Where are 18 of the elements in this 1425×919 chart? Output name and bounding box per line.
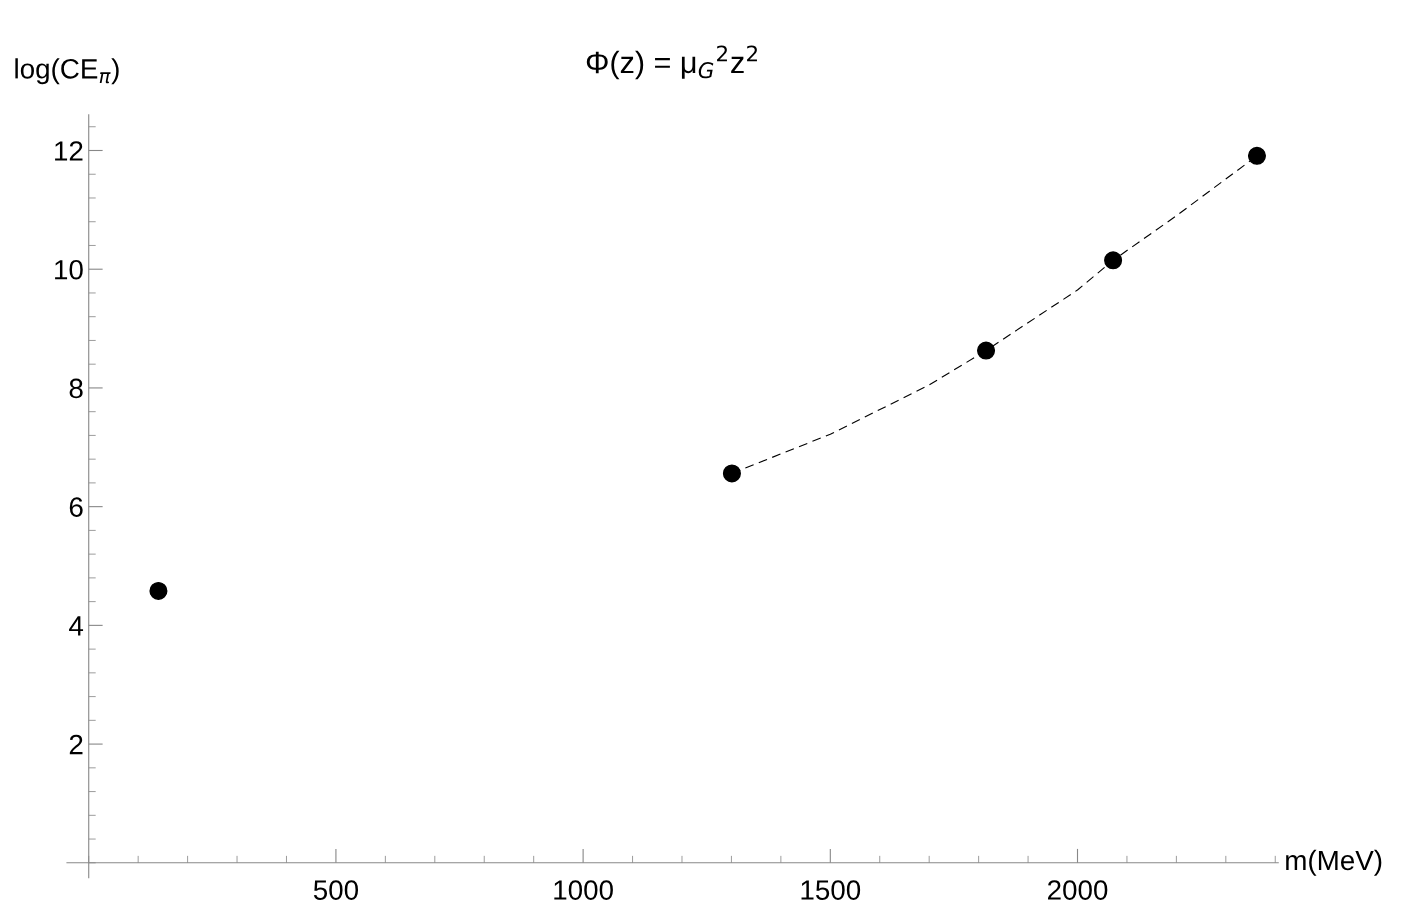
point — [977, 341, 996, 360]
point — [1104, 251, 1123, 270]
x-tick-label: 1500 — [801, 880, 861, 900]
y-tick-label: 8 — [69, 378, 83, 399]
x-tick-label: 500 — [313, 880, 359, 900]
chart-title: Φ(z) = μ$_{G}$$^{2}$z$^{2}$ — [586, 45, 757, 80]
y-tick-label: 6 — [69, 497, 83, 517]
y-tick-label: 10 — [55, 259, 83, 280]
y-axis-title: log(CE$_{π}$) — [15, 58, 119, 85]
point — [1247, 146, 1266, 165]
y-tick-label: 2 — [69, 734, 83, 755]
y-tick-label: 4 — [69, 616, 84, 636]
point — [149, 581, 168, 600]
x-axis-title: m(MeV) — [1286, 849, 1382, 876]
point — [722, 464, 741, 483]
x-tick-label: 1000 — [554, 880, 613, 900]
x-tick-label: 2000 — [1048, 880, 1108, 900]
y-tick-label: 12 — [55, 141, 83, 161]
